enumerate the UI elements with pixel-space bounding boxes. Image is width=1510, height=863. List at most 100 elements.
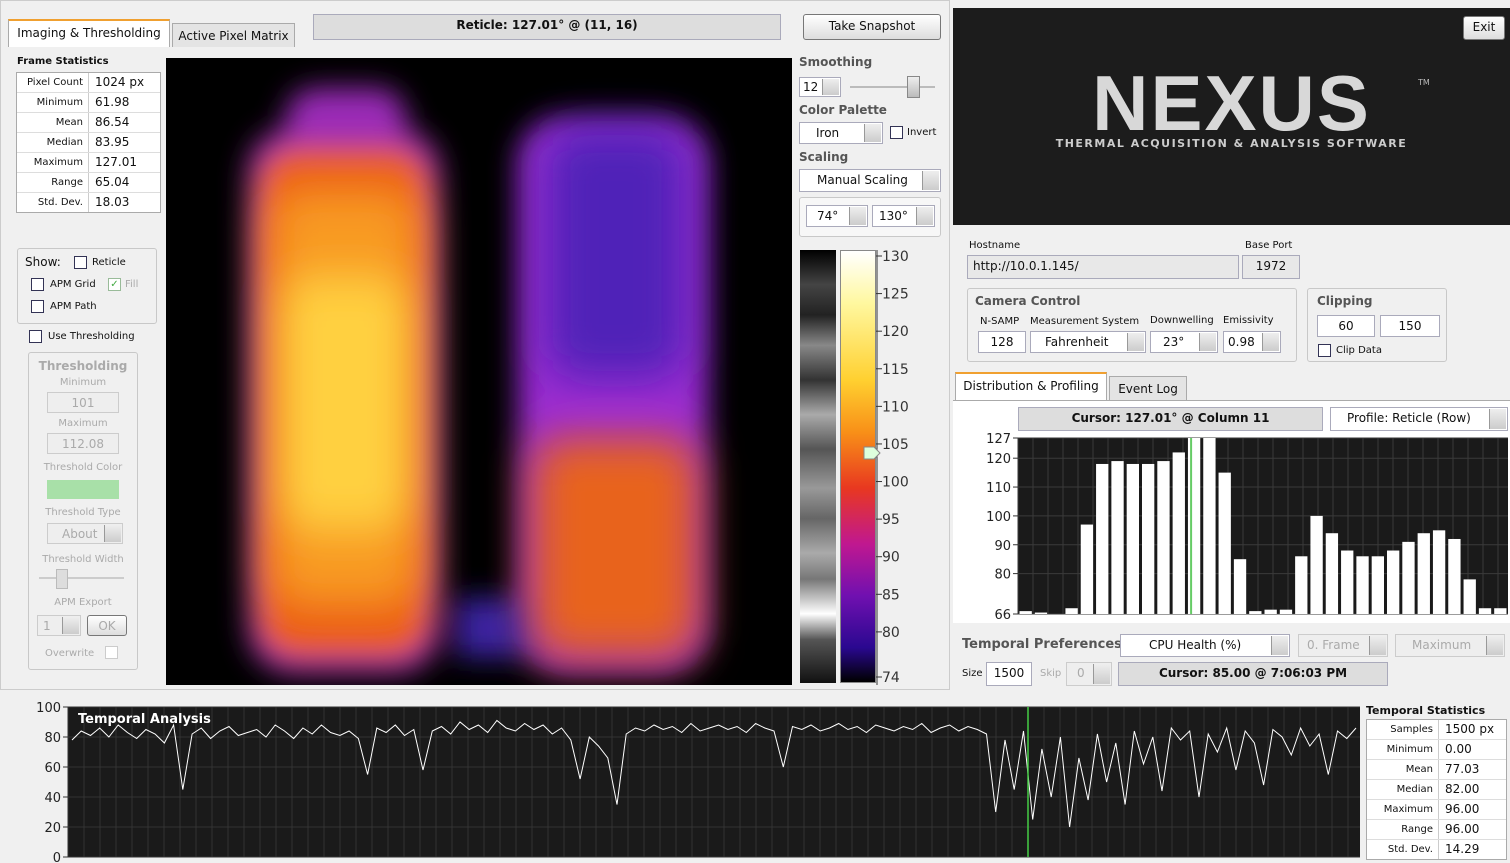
select-value: Manual Scaling xyxy=(817,173,908,187)
select[interactable]: CPU Health (%) xyxy=(1120,634,1290,657)
tick-label: 85 xyxy=(882,587,900,603)
tick-label: 120 xyxy=(882,324,909,340)
trademark: TM xyxy=(1418,78,1430,87)
stat-value: 1024 px xyxy=(95,75,145,89)
bar xyxy=(1218,472,1231,614)
select[interactable]: Fahrenheit xyxy=(1030,331,1146,353)
tick-label: 95 xyxy=(882,512,900,528)
chart-title: Temporal Analysis xyxy=(78,712,211,727)
stat-value: 83.95 xyxy=(95,135,130,149)
tab[interactable]: Imaging & Thresholding xyxy=(8,19,170,47)
bar xyxy=(1019,611,1032,614)
tick-label: 115 xyxy=(882,362,909,378)
checkbox[interactable] xyxy=(890,126,903,139)
checkbox-label: Fill xyxy=(125,279,139,290)
checkbox[interactable] xyxy=(105,646,118,659)
input[interactable]: 128 xyxy=(978,331,1026,353)
stat-value: 86.54 xyxy=(95,115,130,129)
checkbox-checked[interactable]: ✓ xyxy=(108,278,121,291)
select-value: Iron xyxy=(816,126,840,140)
select[interactable]: Manual Scaling xyxy=(799,169,941,192)
stat-row: Maximum 96.00 xyxy=(1367,799,1506,819)
stat-row: Std. Dev. 18.03 xyxy=(17,192,160,212)
bar xyxy=(1157,461,1170,614)
select[interactable]: 1 xyxy=(37,615,81,636)
bar xyxy=(1187,438,1201,614)
spinner[interactable]: 23° xyxy=(1150,331,1218,353)
bar xyxy=(1402,541,1415,614)
ok-button[interactable]: OK xyxy=(87,615,127,636)
slider-thumb[interactable] xyxy=(56,569,68,589)
slider-thumb[interactable] xyxy=(907,76,920,98)
label: Smoothing xyxy=(799,55,873,69)
stat-row: Std. Dev. 14.29 xyxy=(1367,839,1506,859)
tab[interactable]: Active Pixel Matrix xyxy=(172,23,295,47)
dropdown xyxy=(864,124,881,142)
hostname-input[interactable]: http://10.0.1.145/ xyxy=(967,255,1239,279)
select-value: About xyxy=(62,527,98,541)
select[interactable]: 0. Frame xyxy=(1298,634,1388,657)
stat-row: Minimum 61.98 xyxy=(17,92,160,112)
stat-value: 96.00 xyxy=(1445,802,1480,816)
checkbox[interactable] xyxy=(29,330,42,343)
bar xyxy=(1080,524,1094,614)
exit-button[interactable]: Exit xyxy=(1463,16,1505,40)
stat-label: Median xyxy=(17,133,89,152)
snapshot-button[interactable]: Take Snapshot xyxy=(803,14,941,40)
bar xyxy=(1203,438,1216,614)
checkbox[interactable] xyxy=(31,278,44,291)
label: Minimum xyxy=(59,377,107,388)
label: Measurement System xyxy=(1030,316,1140,327)
spinner[interactable]: 0 xyxy=(1066,662,1112,686)
colorbar-axis: 130 125 120 115 110 105 100 95 90 85 80 74 xyxy=(863,249,909,686)
stat-value: 65.04 xyxy=(95,175,130,189)
stat-row: Median 82.00 xyxy=(1367,779,1506,799)
stat-row: Minimum 0.00 xyxy=(1367,739,1506,759)
select[interactable]: Maximum xyxy=(1395,634,1505,657)
bar xyxy=(1249,611,1262,614)
spinner[interactable]: 0.98 xyxy=(1223,331,1281,353)
color-swatch[interactable] xyxy=(47,480,119,499)
stat-row: Pixel Count 1024 px xyxy=(17,73,160,92)
input[interactable]: 101 xyxy=(47,392,119,413)
dropdown xyxy=(104,525,121,542)
input[interactable]: 60 xyxy=(1317,315,1375,337)
spin-buttons xyxy=(849,207,866,225)
plot-area xyxy=(68,707,1360,857)
tick-label: 90 xyxy=(882,550,900,566)
tick-label: 80 xyxy=(882,625,900,641)
spinner[interactable]: 12 xyxy=(799,77,841,97)
thermal-image xyxy=(166,58,792,685)
y-tick-label: 90 xyxy=(994,539,1011,554)
select[interactable]: Iron xyxy=(799,122,883,144)
input[interactable]: 150 xyxy=(1380,315,1440,337)
select[interactable]: About xyxy=(47,523,123,544)
stat-label: Minimum xyxy=(1367,740,1439,759)
checkbox[interactable] xyxy=(74,256,87,269)
temporal-stats-title: Temporal Statistics xyxy=(1366,704,1486,717)
stat-label: Maximum xyxy=(1367,800,1439,819)
spinner[interactable]: 74° xyxy=(806,205,868,227)
stat-label: Std. Dev. xyxy=(17,193,89,212)
slider-track xyxy=(850,86,935,88)
tab[interactable]: Event Log xyxy=(1109,376,1187,400)
input[interactable]: 112.08 xyxy=(47,433,119,454)
port-input[interactable]: 1972 xyxy=(1242,255,1300,279)
spinner[interactable]: 130° xyxy=(872,205,935,227)
dropdown xyxy=(1127,333,1144,351)
input[interactable]: 1500 xyxy=(986,662,1032,686)
bar xyxy=(1387,550,1400,614)
label: Scaling xyxy=(799,150,849,164)
y-tick-label: 60 xyxy=(44,761,61,776)
bar xyxy=(1295,556,1308,614)
stat-value: 18.03 xyxy=(95,195,130,209)
select[interactable]: Profile: Reticle (Row) xyxy=(1330,407,1508,431)
tab[interactable]: Distribution & Profiling xyxy=(955,372,1107,400)
checkbox[interactable] xyxy=(1318,344,1331,357)
label: Threshold Type xyxy=(45,507,121,518)
spinner-value: 0 xyxy=(1077,666,1085,680)
checkbox[interactable] xyxy=(31,300,44,313)
label: Base Port xyxy=(1245,240,1293,251)
stat-label: Mean xyxy=(17,113,89,132)
y-tick-label: 80 xyxy=(994,568,1011,583)
